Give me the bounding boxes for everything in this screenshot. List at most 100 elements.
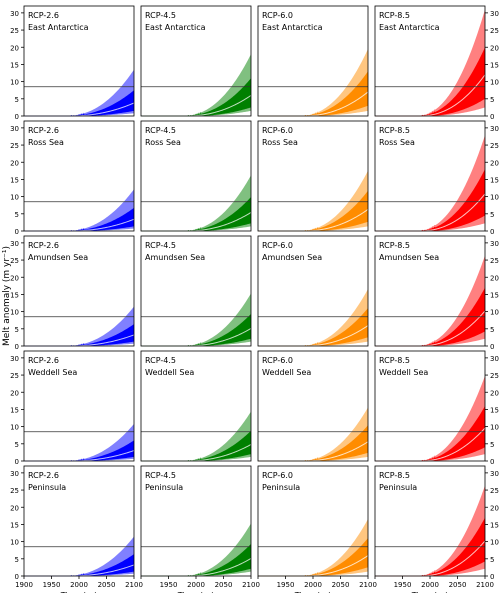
- region-label: East Antarctica: [28, 23, 89, 32]
- region-label: East Antarctica: [145, 23, 206, 32]
- y-tick-label: 5: [490, 441, 494, 449]
- panel-frame: [257, 350, 369, 462]
- scenario-label: RCP-2.6: [28, 241, 59, 250]
- y-tick-label: 15: [10, 176, 19, 184]
- outer-band: [375, 375, 485, 461]
- panel-2-1: RCP-4.5 Amundsen Sea: [140, 235, 252, 347]
- outer-band: [141, 523, 251, 576]
- y-tick-label: 20: [10, 389, 19, 397]
- y-tick-label: 0: [490, 228, 494, 236]
- y-tick-label: 15: [10, 61, 19, 69]
- y-tick-label: 30: [10, 240, 19, 248]
- y-tick-label: 25: [10, 142, 19, 150]
- panel-0-2: RCP-6.0 East Antarctica: [257, 5, 369, 117]
- outer-band: [24, 536, 134, 576]
- region-label: Amundsen Sea: [145, 253, 205, 262]
- scenario-label: RCP-4.5: [145, 126, 176, 135]
- y-tick-label: 5: [15, 441, 19, 449]
- panel-0-3: RCP-8.5 East Antarctica 0 5 10 15 20 25 30: [374, 5, 499, 121]
- scenario-label: RCP-2.6: [28, 356, 59, 365]
- y-tick-label: 10: [490, 194, 499, 202]
- y-tick-label: 20: [10, 159, 19, 167]
- region-label: Ross Sea: [379, 138, 415, 147]
- panel-2-2: RCP-6.0 Amundsen Sea: [257, 235, 369, 347]
- inner-band: [24, 554, 134, 576]
- y-tick-label: 20: [490, 389, 499, 397]
- y-tick-label: 5: [490, 326, 494, 334]
- y-tick-label: 25: [10, 257, 19, 265]
- y-tick-label: 30: [490, 240, 499, 248]
- y-tick-label: 0: [15, 458, 19, 466]
- y-tick-label: 20: [10, 44, 19, 52]
- region-label: Weddell Sea: [262, 368, 311, 377]
- panel-frame: [23, 350, 135, 462]
- y-tick-label: 30: [490, 10, 499, 18]
- scenario-label: RCP-8.5: [379, 241, 410, 250]
- y-tick-label: 0: [490, 113, 494, 121]
- panel-2-0: RCP-2.6 Amundsen Sea 0 5 10 15 20 25 30: [10, 235, 135, 351]
- region-label: East Antarctica: [379, 23, 440, 32]
- x-tick-label: 2050: [98, 581, 116, 589]
- region-label: Weddell Sea: [379, 368, 428, 377]
- x-tick-label: 2100: [242, 581, 260, 589]
- panel-3-0: RCP-2.6 Weddell Sea 0 5 10 15 20 25 30: [10, 350, 135, 466]
- panel-frame: [23, 5, 135, 117]
- panel-frame: [374, 5, 486, 117]
- outer-band: [258, 289, 368, 346]
- y-tick-label: 15: [490, 406, 499, 414]
- y-tick-label: 20: [10, 504, 19, 512]
- region-label: Peninsula: [28, 483, 66, 492]
- outer-band: [141, 54, 251, 116]
- inner-band: [258, 425, 368, 461]
- panel-frame: [257, 120, 369, 232]
- y-tick-label: 30: [10, 125, 19, 133]
- scenario-label: RCP-4.5: [145, 356, 176, 365]
- panel-frame: [140, 5, 252, 117]
- y-tick-label: 30: [10, 470, 19, 478]
- y-tick-label: 20: [490, 504, 499, 512]
- inner-band: [141, 543, 251, 576]
- scenario-label: RCP-2.6: [28, 11, 59, 20]
- panel-3-2: RCP-6.0 Weddell Sea: [257, 350, 369, 462]
- panel-2-3: RCP-8.5 Amundsen Sea 0 5 10 15 20 25 30: [374, 235, 499, 351]
- y-tick-label: 20: [490, 44, 499, 52]
- panel-frame: [257, 5, 369, 117]
- x-tick-label: 1950: [160, 581, 178, 589]
- x-tick-label: 2050: [332, 581, 350, 589]
- y-tick-label: 15: [490, 61, 499, 69]
- y-tick-label: 25: [10, 372, 19, 380]
- y-tick-label: 5: [15, 326, 19, 334]
- outer-band: [375, 485, 485, 576]
- scenario-label: RCP-6.0: [262, 356, 293, 365]
- y-tick-label: 25: [10, 27, 19, 35]
- x-axis-label: Time (yr): [411, 591, 448, 593]
- outer-band: [375, 9, 485, 116]
- y-tick-label: 10: [490, 79, 499, 87]
- x-tick-label: 2100: [125, 581, 143, 589]
- region-label: Weddell Sea: [28, 368, 77, 377]
- panel-frame: [23, 120, 135, 232]
- region-label: East Antarctica: [262, 23, 323, 32]
- inner-band: [375, 47, 485, 116]
- region-label: Amundsen Sea: [262, 253, 322, 262]
- x-tick-label: 2000: [187, 581, 205, 589]
- scenario-label: RCP-4.5: [145, 471, 176, 480]
- y-tick-label: 5: [490, 211, 494, 219]
- outer-band: [258, 519, 368, 576]
- outer-band: [141, 175, 251, 231]
- y-tick-label: 0: [15, 228, 19, 236]
- outer-band: [24, 306, 134, 346]
- y-tick-label: 10: [490, 424, 499, 432]
- x-tick-label: 1900: [15, 581, 33, 589]
- y-tick-label: 30: [490, 125, 499, 133]
- panel-frame: [374, 120, 486, 232]
- inner-band: [24, 440, 134, 461]
- y-tick-label: 10: [10, 309, 19, 317]
- inner-band: [141, 313, 251, 346]
- panel-frame: [140, 120, 252, 232]
- y-tick-label: 5: [15, 96, 19, 104]
- outer-band: [141, 293, 251, 346]
- panel-1-1: RCP-4.5 Ross Sea: [140, 120, 252, 232]
- x-tick-label: 1950: [277, 581, 295, 589]
